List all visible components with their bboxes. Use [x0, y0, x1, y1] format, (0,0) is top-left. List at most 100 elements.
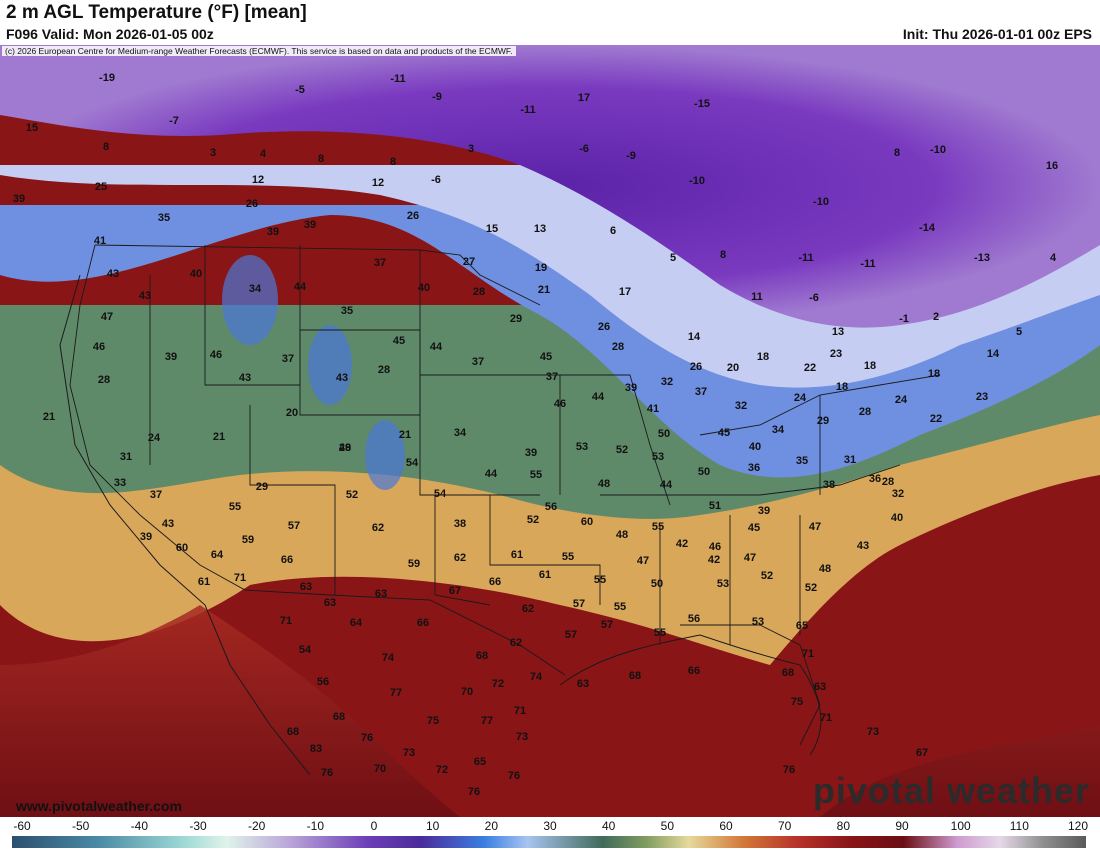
temperature-value-label: 40: [749, 441, 761, 453]
temperature-value-label: 22: [930, 413, 942, 425]
temperature-value-label: 39: [525, 447, 537, 459]
temperature-value-label: 44: [430, 341, 443, 353]
temperature-value-label: 50: [698, 466, 710, 478]
temperature-value-label: 18: [757, 351, 769, 363]
map-title: 2 m AGL Temperature (°F) [mean]: [6, 2, 307, 23]
temperature-value-label: -11: [390, 73, 405, 85]
temperature-value-label: 17: [619, 286, 631, 298]
temperature-value-label: 26: [690, 361, 702, 373]
temperature-value-label: 44: [294, 281, 307, 293]
temperature-value-label: -1: [899, 313, 909, 325]
temperature-value-label: 16: [1046, 160, 1058, 172]
temperature-value-label: 47: [809, 521, 821, 533]
gulf-hot: [0, 605, 1100, 817]
temperature-value-label: 8: [720, 249, 726, 261]
temperature-value-label: 39: [758, 505, 770, 517]
temperature-value-label: 66: [417, 617, 429, 629]
temperature-value-label: 21: [399, 429, 411, 441]
temperature-value-label: 20: [727, 362, 739, 374]
temperature-value-label: 55: [594, 574, 606, 586]
temperature-value-label: 21: [538, 284, 550, 296]
temperature-value-label: 48: [616, 529, 628, 541]
temperature-value-label: 67: [449, 585, 461, 597]
legend-tick: 60: [719, 819, 733, 833]
temperature-value-label: 63: [375, 588, 387, 600]
temperature-value-label: 40: [891, 512, 903, 524]
temperature-value-label: 26: [598, 321, 610, 333]
temperature-value-label: 71: [234, 572, 246, 584]
temperature-value-label: 64: [350, 617, 363, 629]
legend-tick: -40: [130, 819, 148, 833]
temperature-value-label: 35: [796, 455, 808, 467]
temperature-value-label: 64: [211, 549, 224, 561]
temperature-value-label: 18: [836, 381, 848, 393]
temperature-value-label: 24: [148, 432, 161, 444]
temperature-value-label: 43: [857, 540, 869, 552]
temperature-value-label: 21: [213, 431, 225, 443]
legend-tick: 40: [601, 819, 616, 833]
temperature-value-label: 77: [481, 715, 493, 727]
temperature-value-label: 45: [540, 351, 552, 363]
temperature-value-label: 55: [562, 551, 574, 563]
legend-tick: -50: [71, 819, 90, 833]
temperature-value-label: 65: [474, 756, 486, 768]
temperature-value-label: 68: [287, 726, 299, 738]
legend-tick: 100: [950, 819, 971, 833]
legend-tick: -20: [247, 819, 266, 833]
temperature-value-label: -7: [169, 115, 179, 127]
temperature-value-label: 46: [93, 341, 105, 353]
legend-tick: -60: [13, 819, 31, 833]
temperature-value-label: 32: [892, 488, 904, 500]
temperature-value-label: 39: [165, 351, 177, 363]
temperature-value-label: -6: [579, 143, 589, 155]
temperature-value-label: 23: [976, 391, 988, 403]
temperature-value-label: 28: [339, 442, 351, 454]
legend-tick: 80: [836, 819, 851, 833]
temperature-value-label: 14: [688, 331, 701, 343]
temperature-value-label: 53: [752, 616, 764, 628]
temperature-value-label: -11: [860, 258, 875, 270]
temperature-value-label: 74: [530, 671, 543, 683]
temperature-value-label: 63: [324, 597, 336, 609]
temperature-value-label: 73: [516, 731, 528, 743]
temperature-value-label: 43: [107, 268, 119, 280]
temperature-value-label: -14: [919, 222, 936, 234]
temperature-value-label: 2: [933, 311, 939, 323]
temperature-value-label: 57: [288, 520, 300, 532]
temperature-value-label: 37: [695, 386, 707, 398]
pivotal-weather-logo: pivotal weather: [812, 770, 1090, 811]
temperature-value-label: 39: [304, 219, 316, 231]
temperature-value-label: 46: [709, 541, 721, 553]
temperature-value-label: 21: [43, 411, 55, 423]
temperature-value-label: 35: [158, 212, 170, 224]
temperature-value-label: 55: [530, 469, 542, 481]
temperature-value-label: 18: [864, 360, 876, 372]
temperature-value-label: 66: [281, 554, 293, 566]
temperature-value-label: 53: [652, 451, 664, 463]
temperature-value-label: 56: [317, 676, 329, 688]
temperature-value-label: -11: [798, 252, 813, 264]
temperature-value-label: 42: [676, 538, 688, 550]
temperature-value-label: 31: [120, 451, 132, 463]
temperature-value-label: 39: [140, 531, 152, 543]
legend-tick: 0: [370, 819, 378, 833]
temperature-value-label: 24: [794, 392, 807, 404]
temperature-value-label: 74: [382, 652, 395, 664]
temperature-value-label: 22: [804, 362, 816, 374]
temperature-value-label: 24: [895, 394, 908, 406]
temperature-value-label: 13: [832, 326, 844, 338]
temperature-value-label: 29: [256, 481, 268, 493]
boundary-lines: [69, 244, 941, 746]
temperature-value-label: 83: [310, 743, 322, 755]
temperature-value-label: 73: [867, 726, 879, 738]
cold-pocket: [365, 420, 405, 490]
temperature-value-label: 55: [229, 501, 241, 513]
temperature-map: -19 -5 -11 -9 -11 17 -15 15 -7 8 3 4 8 8 3 -6 -9 -6 8 -10 16…: [0, 45, 1100, 817]
temperature-value-label: 70: [374, 763, 386, 775]
temperature-value-label: 49: [339, 442, 351, 454]
temperature-value-label: 76: [361, 732, 373, 744]
temperature-value-label: 18: [928, 368, 940, 380]
temperature-value-label: 55: [654, 627, 666, 639]
ecmwf-credit: (c) 2026 European Centre for Medium-rang…: [2, 46, 516, 56]
temperature-value-label: 28: [473, 286, 485, 298]
